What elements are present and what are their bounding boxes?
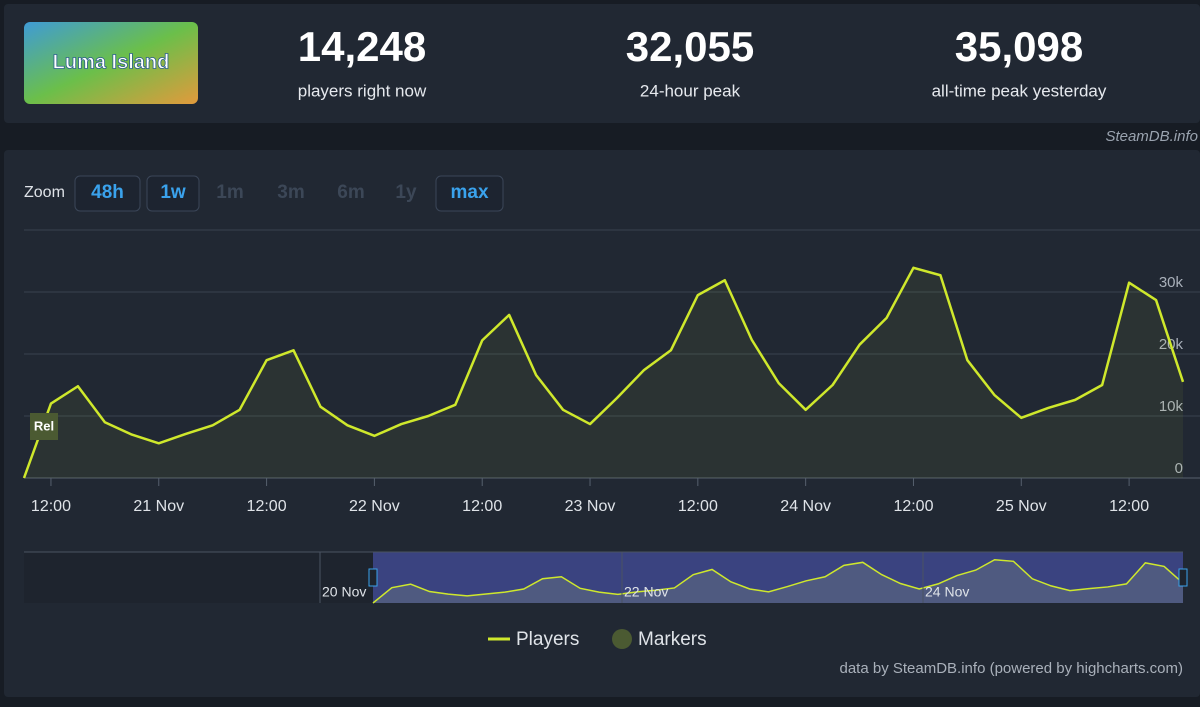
stat-value: 32,055 <box>626 23 754 70</box>
navigator-label: 20 Nov <box>322 584 366 600</box>
marker <box>30 413 58 440</box>
logo-text: Luma Island <box>53 51 170 73</box>
x-tick-label: 12:00 <box>678 498 718 515</box>
zoom-button-label[interactable]: 48h <box>91 182 124 203</box>
y-tick-label: 10k <box>1159 398 1184 415</box>
x-tick-label: 12:00 <box>31 498 71 515</box>
x-tick-label: 24 Nov <box>780 498 831 515</box>
marker-label: Rel <box>34 418 54 433</box>
zoom-button-label: 1y <box>395 182 417 203</box>
x-tick-label: 12:00 <box>247 498 287 515</box>
legend-symbol <box>612 629 632 649</box>
stat-value: 35,098 <box>955 23 1083 70</box>
navigator-handle[interactable] <box>1178 568 1188 587</box>
zoom-button-label: 6m <box>337 182 364 203</box>
x-tick-label: 23 Nov <box>565 498 616 515</box>
chart-credit[interactable]: data by SteamDB.info (powered by highcha… <box>840 660 1184 677</box>
zoom-button[interactable] <box>435 175 504 212</box>
x-tick-label: 25 Nov <box>996 498 1047 515</box>
zoom-label: Zoom <box>24 184 65 201</box>
stat-label: all-time peak yesterday <box>932 81 1107 100</box>
zoom-button[interactable] <box>146 175 200 212</box>
navigator-label: 24 Nov <box>925 584 969 600</box>
navigator-line <box>372 559 1184 604</box>
y-tick-label: 0 <box>1175 460 1183 477</box>
navigator-label: 22 Nov <box>624 584 668 600</box>
credit[interactable]: SteamDB.info <box>1105 128 1198 145</box>
stat-value: 14,248 <box>298 23 426 70</box>
zoom-button[interactable] <box>74 175 141 212</box>
stats-panel <box>4 4 1200 123</box>
stat-label: players right now <box>298 81 427 100</box>
x-tick-label: 12:00 <box>462 498 502 515</box>
zoom-button-label[interactable]: max <box>450 182 488 203</box>
legend-label[interactable]: Players <box>516 629 579 650</box>
zoom-button-label: 1m <box>216 182 243 203</box>
navigator-area <box>373 559 1183 603</box>
zoom-bar: Zoom 48h 1w 1m 3m 6m 1y max <box>24 175 504 212</box>
series-line <box>22 266 1185 479</box>
area-fill <box>24 267 1183 478</box>
x-tick-label: 12:00 <box>893 498 933 515</box>
zoom-button-label: 3m <box>277 182 304 203</box>
x-tick-label: 21 Nov <box>133 498 184 515</box>
navigator-handle[interactable] <box>368 568 378 587</box>
y-tick-label: 30k <box>1159 274 1184 291</box>
x-tick-label: 22 Nov <box>349 498 400 515</box>
x-tick-label: 12:00 <box>1109 498 1149 515</box>
stat-label: 24-hour peak <box>640 81 741 100</box>
game-logo <box>24 22 198 104</box>
zoom-button-label[interactable]: 1w <box>160 182 186 203</box>
legend-label[interactable]: Markers <box>638 629 707 650</box>
